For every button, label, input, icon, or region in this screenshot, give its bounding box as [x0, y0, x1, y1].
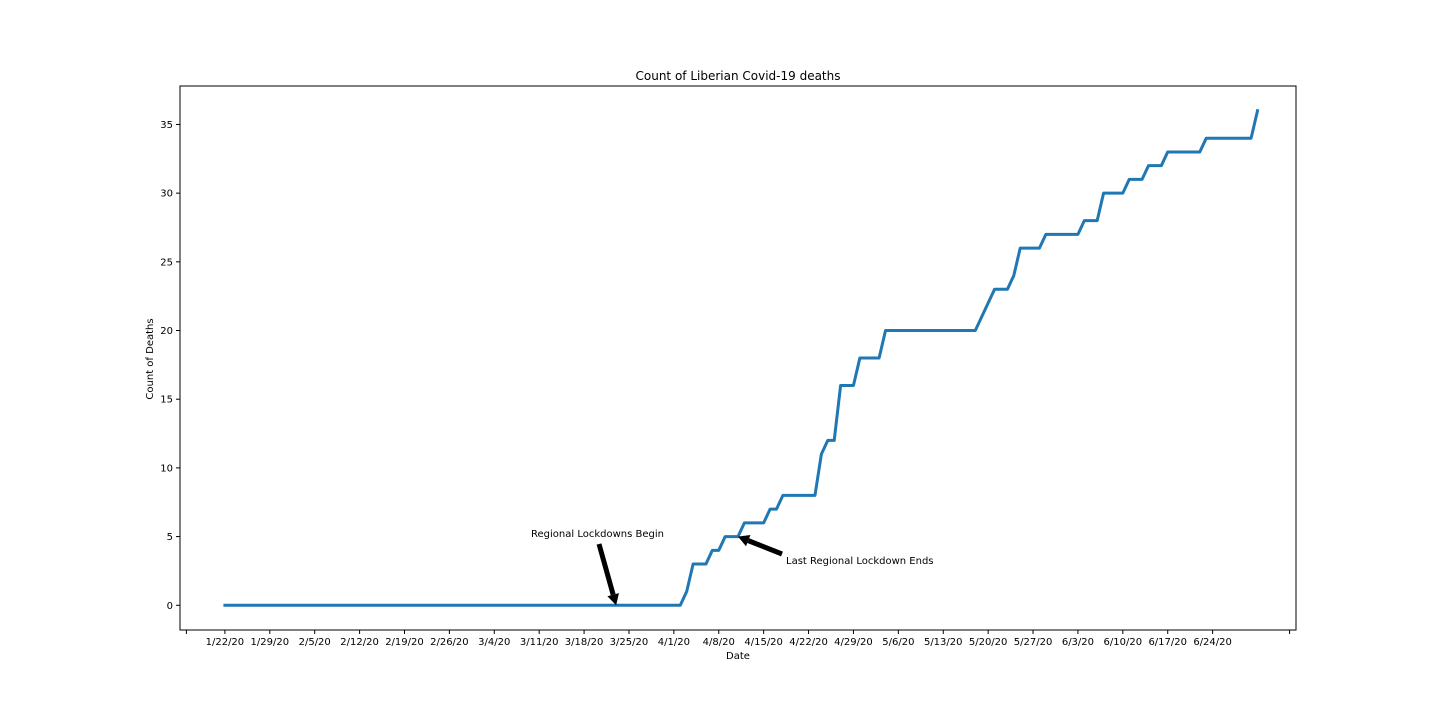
y-tick-label: 5	[167, 532, 173, 543]
x-tick-label: 4/1/20	[658, 637, 690, 648]
x-tick-label: 4/22/20	[789, 637, 828, 648]
x-tick-label: 3/4/20	[478, 637, 510, 648]
annotation-text-0: Regional Lockdowns Begin	[531, 529, 664, 540]
y-tick-label: 10	[160, 463, 173, 474]
x-tick-label: 2/12/20	[340, 637, 379, 648]
x-tick-label: 3/18/20	[565, 637, 604, 648]
x-tick-label: 2/19/20	[385, 637, 424, 648]
axes: 0 5 10 15 20 25 30 35 1/22/20 1/29/20 2/5/20 2/12/2…	[160, 85, 1297, 648]
x-axis-label: Date	[726, 651, 750, 662]
y-tick-label: 15	[160, 395, 173, 406]
x-tick-label: 6/10/20	[1104, 637, 1143, 648]
x-tick-label: 4/15/20	[744, 637, 783, 648]
axes-frame	[179, 85, 1297, 631]
x-tick-label: 3/11/20	[520, 637, 559, 648]
x-tick-label: 4/8/20	[703, 637, 735, 648]
x-tick-label: 1/22/20	[206, 637, 245, 648]
y-tick-label: 30	[160, 189, 173, 200]
x-tick-label: 6/24/20	[1193, 637, 1232, 648]
chart-title: Count of Liberian Covid-19 deaths	[636, 69, 841, 83]
y-axis-label: Count of Deaths	[145, 318, 156, 399]
y-tick-label: 0	[167, 601, 173, 612]
x-tick-label: 5/20/20	[969, 637, 1008, 648]
annotation-arrow-head-0	[607, 593, 619, 606]
y-tick-label: 25	[160, 257, 173, 268]
y-tick-label: 35	[160, 120, 173, 131]
x-tick-label: 5/13/20	[924, 637, 963, 648]
x-tick-label: 5/6/20	[882, 637, 914, 648]
series-line-0	[223, 108, 1260, 607]
x-tick-label: 6/3/20	[1062, 637, 1094, 648]
annotation-arrow-shaft-0	[596, 543, 616, 596]
annotation-text-1: Last Regional Lockdown Ends	[786, 556, 934, 567]
y-tick-label: 20	[160, 326, 173, 337]
x-tick-label: 2/5/20	[299, 637, 331, 648]
annotation-arrow-head-1	[738, 535, 751, 547]
x-tick-label: 4/29/20	[834, 637, 873, 648]
annotations: Regional Lockdowns Begin Last Regional Lo…	[531, 529, 934, 606]
x-tick-label: 1/29/20	[251, 637, 290, 648]
x-tick-label: 2/26/20	[430, 637, 469, 648]
plot-area	[223, 108, 1260, 607]
annotation-arrow-shaft-1	[747, 538, 783, 557]
x-tick-label: 3/25/20	[610, 637, 649, 648]
x-tick-label: 6/17/20	[1148, 637, 1187, 648]
x-tick-label: 5/27/20	[1014, 637, 1053, 648]
